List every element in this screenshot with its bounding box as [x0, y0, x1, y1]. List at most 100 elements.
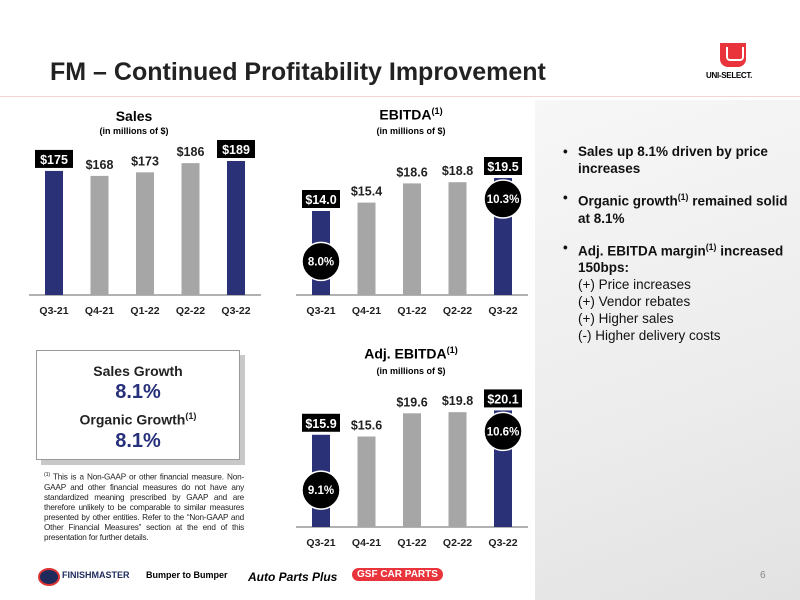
ebitda-category-label: Q1-22: [397, 305, 426, 317]
adj-ebitda-title-sup: (1): [446, 345, 458, 355]
ebitda-label-box: [484, 157, 522, 175]
finishmaster-logo-icon: [38, 568, 60, 586]
sales-category-label: Q3-21: [39, 305, 68, 317]
adj-ebitda-bar: [403, 413, 421, 527]
ebitda-value-label: $19.5: [487, 160, 518, 174]
sales-bar: [90, 175, 109, 295]
sales-category-label: Q1-22: [130, 305, 159, 317]
organic-growth-sup: (1): [185, 411, 197, 421]
adj-ebitda-label-box: [484, 389, 522, 408]
ebitda-category-label: Q4-21: [352, 305, 381, 317]
ebitda-bar: [448, 182, 467, 295]
adj-ebitda-value-label: $20.1: [487, 392, 518, 406]
sales-bar: [181, 163, 200, 295]
sales-category-label: Q3-22: [221, 305, 250, 317]
adj-ebitda-label-box: [302, 413, 340, 432]
adj-ebitda-category-label: Q4-21: [352, 537, 381, 549]
adj-ebitda-category-label: Q1-22: [397, 537, 426, 549]
sub-item: (-) Higher delivery costs: [578, 328, 721, 343]
page-title: FM – Continued Profitability Improvement: [50, 58, 546, 86]
sub-item: (+) Price increases: [578, 277, 691, 292]
ebitda-chart-title: EBITDA(1): [311, 106, 511, 123]
sales-category-label: Q2-22: [176, 305, 205, 317]
organic-growth-value: 8.1%: [115, 429, 161, 452]
page-number: 6: [760, 570, 766, 581]
bullet-organic-b: remained solid at 8.1%: [578, 193, 788, 226]
adj-ebitda-bar: [448, 412, 467, 527]
adj-ebitda-category-label: Q2-22: [443, 537, 472, 549]
brand-gsf-car-parts: GSF CAR PARTS: [352, 568, 443, 581]
uni-select-logo-icon: [720, 43, 746, 67]
sales-title-text: Sales: [115, 108, 153, 124]
adj-ebitda-margin-label: 9.1%: [308, 485, 334, 497]
bullet-margin-sup: (1): [705, 241, 717, 252]
sales-chart-subtitle: (in millions of $): [99, 126, 169, 136]
adj-ebitda-chart-title: Adj. EBITDA(1): [311, 345, 511, 362]
footnote-text: This is a Non-GAAP or other financial me…: [44, 472, 244, 542]
sales-bar: [45, 170, 63, 295]
ebitda-label-box: [302, 190, 340, 208]
ebitda-category-label: Q3-21: [306, 305, 335, 317]
sales-label-box: [217, 139, 255, 158]
bullet-organic-a: Organic growth: [578, 193, 678, 209]
footnote: (1) This is a Non-GAAP or other financia…: [44, 470, 244, 543]
adj-ebitda-value-label: $15.9: [305, 417, 336, 431]
ebitda-value-label: $18.6: [396, 165, 427, 179]
sales-value-label: $175: [40, 153, 68, 167]
bullet-margin-a: Adj. EBITDA margin: [578, 243, 706, 258]
ebitda-margin-label: 10.3%: [487, 194, 520, 206]
header-divider: [0, 96, 800, 97]
ebitda-chart-subtitle: (in millions of $): [376, 126, 446, 136]
ebitda-margin-badge: [483, 179, 523, 219]
adj-ebitda-value-label: $19.6: [396, 395, 427, 409]
adj-ebitda-margin-badge: [483, 411, 523, 452]
footnote-sup: (1): [44, 472, 50, 478]
organic-growth-text: Organic Growth: [79, 411, 186, 428]
sales-growth-value: 8.1%: [115, 381, 161, 403]
ebitda-value-label: $15.4: [351, 185, 382, 199]
brand-auto-parts-plus: Auto Parts Plus: [248, 570, 338, 584]
ebitda-bar: [403, 183, 421, 295]
adj-ebitda-title-text: Adj. EBITDA: [364, 345, 447, 362]
adj-ebitda-chart-subtitle: (in millions of $): [376, 366, 446, 376]
ebitda-category-label: Q2-22: [443, 305, 472, 317]
brand-finishmaster: FINISHMASTER: [62, 570, 130, 580]
sales-chart-title: Sales: [34, 108, 234, 124]
ebitda-category-label: Q3-22: [488, 305, 517, 317]
sales-bar: [136, 172, 154, 295]
ebitda-margin-badge: [301, 241, 341, 282]
ebitda-value-label: $14.0: [305, 193, 336, 207]
sales-value-label: $189: [222, 143, 250, 157]
bullet-margin-b: increased 150bps:: [578, 243, 784, 275]
sales-value-label: $173: [131, 154, 159, 168]
adj-ebitda-margin-badge: [301, 470, 341, 510]
adj-ebitda-value-label: $19.8: [442, 394, 473, 408]
sales-growth-label: Sales Growth: [93, 363, 183, 379]
sales-value-label: $168: [86, 158, 114, 172]
adj-ebitda-category-label: Q3-22: [488, 537, 517, 549]
sales-category-label: Q4-21: [85, 305, 114, 317]
ebitda-bar: [357, 202, 376, 295]
uni-select-logo: UNI-SELECT.: [706, 71, 753, 80]
ebitda-margin-label: 8.0%: [308, 256, 334, 268]
ebitda-title-text: EBITDA: [379, 106, 432, 123]
adj-ebitda-value-label: $15.6: [351, 419, 382, 433]
bullet-margin: Adj. EBITDA margin(1) increased 150bps: …: [563, 239, 793, 345]
brand-bumper-to-bumper: Bumper to Bumper: [146, 570, 228, 580]
bullet-sales: Sales up 8.1% driven by price increases: [563, 143, 793, 177]
background-photo: [535, 100, 800, 600]
bullet-organic: Organic growth(1) remained solid at 8.1%: [563, 189, 793, 227]
ebitda-title-sup: (1): [431, 106, 443, 116]
organic-growth-label: Organic Growth(1): [37, 408, 239, 429]
bullet-list: Sales up 8.1% driven by price increases …: [563, 143, 793, 356]
adj-ebitda-bar: [357, 436, 376, 527]
adj-ebitda-category-label: Q3-21: [306, 537, 335, 549]
bullet-organic-sup: (1): [677, 192, 689, 202]
sub-item: (+) Vendor rebates: [578, 294, 691, 309]
sub-item: (+) Higher sales: [578, 311, 674, 326]
growth-box: Sales Growth 8.1% Organic Growth(1) 8.1%: [36, 350, 240, 460]
sales-bar: [227, 160, 245, 295]
sales-value-label: $186: [177, 145, 205, 159]
adj-ebitda-margin-label: 10.6%: [487, 426, 520, 438]
